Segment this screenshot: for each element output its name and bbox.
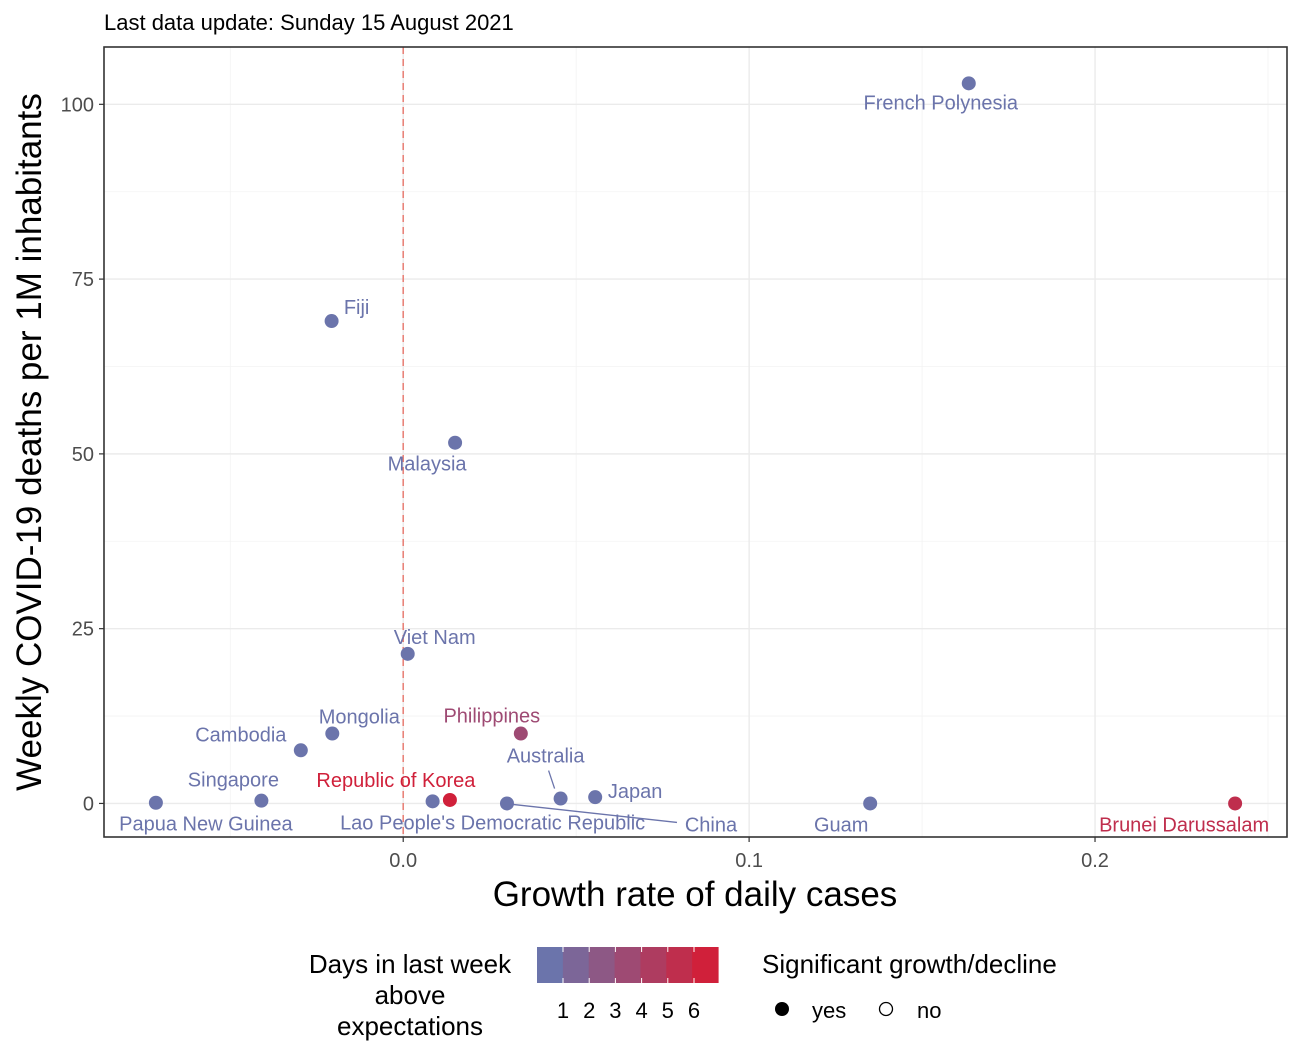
x-tick-label: 0.2: [1081, 850, 1109, 872]
chart-title: Last data update: Sunday 15 August 2021: [104, 10, 514, 35]
y-tick-label: 100: [61, 94, 94, 116]
point-malaysia: [448, 435, 463, 450]
legend-shape-yes-label: yes: [812, 998, 846, 1023]
point-china: [499, 796, 514, 811]
plot-border: [103, 46, 1288, 838]
colorbar-tick-label: 6: [688, 998, 700, 1023]
point-australia: [553, 791, 568, 806]
point-lao-people-s-democratic-republic: [425, 794, 440, 809]
y-axis-ticks: 0 25 50 75 100: [61, 94, 104, 815]
point-papua-new-guinea: [148, 795, 163, 810]
point-brunei-darussalam: [1228, 796, 1243, 811]
colorbar-tick-label: 3: [609, 998, 621, 1023]
colorbar-step: [562, 947, 590, 983]
point-labels: French Polynesia Fiji Malaysia Viet Nam Phil…: [119, 92, 1269, 836]
y-tick-label: 0: [83, 793, 94, 815]
point-french-polynesia: [961, 76, 976, 91]
colorbar-tick-label: 5: [662, 998, 674, 1023]
point-guam: [863, 796, 878, 811]
x-axis-title: Growth rate of daily cases: [493, 875, 898, 914]
colorbar-step: [666, 947, 693, 983]
point-label-papua-new-guinea: Papua New Guinea: [119, 814, 293, 836]
point-label-mongolia: Mongolia: [319, 707, 401, 729]
data-points: [148, 76, 1243, 811]
grid-lines: [104, 47, 1287, 837]
point-label-cambodia: Cambodia: [195, 724, 287, 746]
plot-panel: [104, 47, 1287, 837]
colorbar-tick-label: 2: [583, 998, 595, 1023]
y-axis-title: Weekly COVID-19 deaths per 1M inhabitant…: [10, 93, 49, 791]
y-tick-label: 75: [72, 269, 94, 291]
x-tick-label: 0.1: [735, 850, 763, 872]
point-label-republic-of-korea: Republic of Korea: [316, 770, 476, 792]
x-tick-label: 0.0: [389, 850, 417, 872]
point-viet-nam: [400, 646, 415, 661]
colorbar-step: [692, 947, 719, 983]
point-mongolia: [325, 726, 340, 741]
point-label-japan: Japan: [608, 781, 663, 803]
legend-shape-yes-marker: [775, 1002, 789, 1016]
y-tick-label: 25: [72, 619, 94, 641]
legend-color-title-line3: expectations: [337, 1011, 483, 1041]
legend-shape-title: Significant growth/decline: [762, 949, 1057, 979]
point-fiji: [324, 314, 339, 329]
colorbar-step: [588, 947, 616, 983]
legend-color-title-line1: Days in last week: [309, 949, 512, 979]
point-label-french-polynesia: French Polynesia: [864, 92, 1019, 114]
point-philippines: [513, 726, 528, 741]
point-label-china: China: [685, 814, 738, 836]
point-republic-of-korea: [442, 792, 457, 807]
colorbar-step: [537, 947, 564, 983]
colorbar-step: [640, 947, 667, 983]
point-label-australia: Australia: [507, 746, 586, 768]
legend-shape-no-marker: [878, 1001, 894, 1017]
point-label-lao-people-s-democratic-republic: Lao People's Democratic Republic: [340, 812, 645, 834]
leader-line-australia: [547, 770, 556, 789]
colorbar-tick-label: 4: [635, 998, 647, 1023]
legend-shape-no-label: no: [917, 998, 941, 1023]
y-tick-label: 50: [72, 444, 94, 466]
point-label-viet-nam: Viet Nam: [394, 627, 476, 649]
point-label-malaysia: Malaysia: [388, 454, 468, 476]
legend-color-title-line2: above: [375, 980, 446, 1010]
leader-line-china: [512, 803, 678, 824]
point-label-guam: Guam: [814, 814, 868, 836]
colorbar-step: [614, 947, 642, 983]
point-label-brunei-darussalam: Brunei Darussalam: [1099, 814, 1269, 836]
point-label-philippines: Philippines: [443, 706, 540, 728]
point-singapore: [254, 793, 269, 808]
point-japan: [588, 790, 603, 805]
label-leader-lines: [512, 770, 678, 824]
colorbar-tick-label: 1: [557, 998, 569, 1023]
legend-colorbar: [537, 947, 719, 983]
point-label-singapore: Singapore: [188, 770, 279, 792]
point-label-fiji: Fiji: [344, 297, 370, 319]
point-cambodia: [293, 743, 308, 758]
x-axis-ticks: 0.0 0.1 0.2: [389, 837, 1109, 872]
